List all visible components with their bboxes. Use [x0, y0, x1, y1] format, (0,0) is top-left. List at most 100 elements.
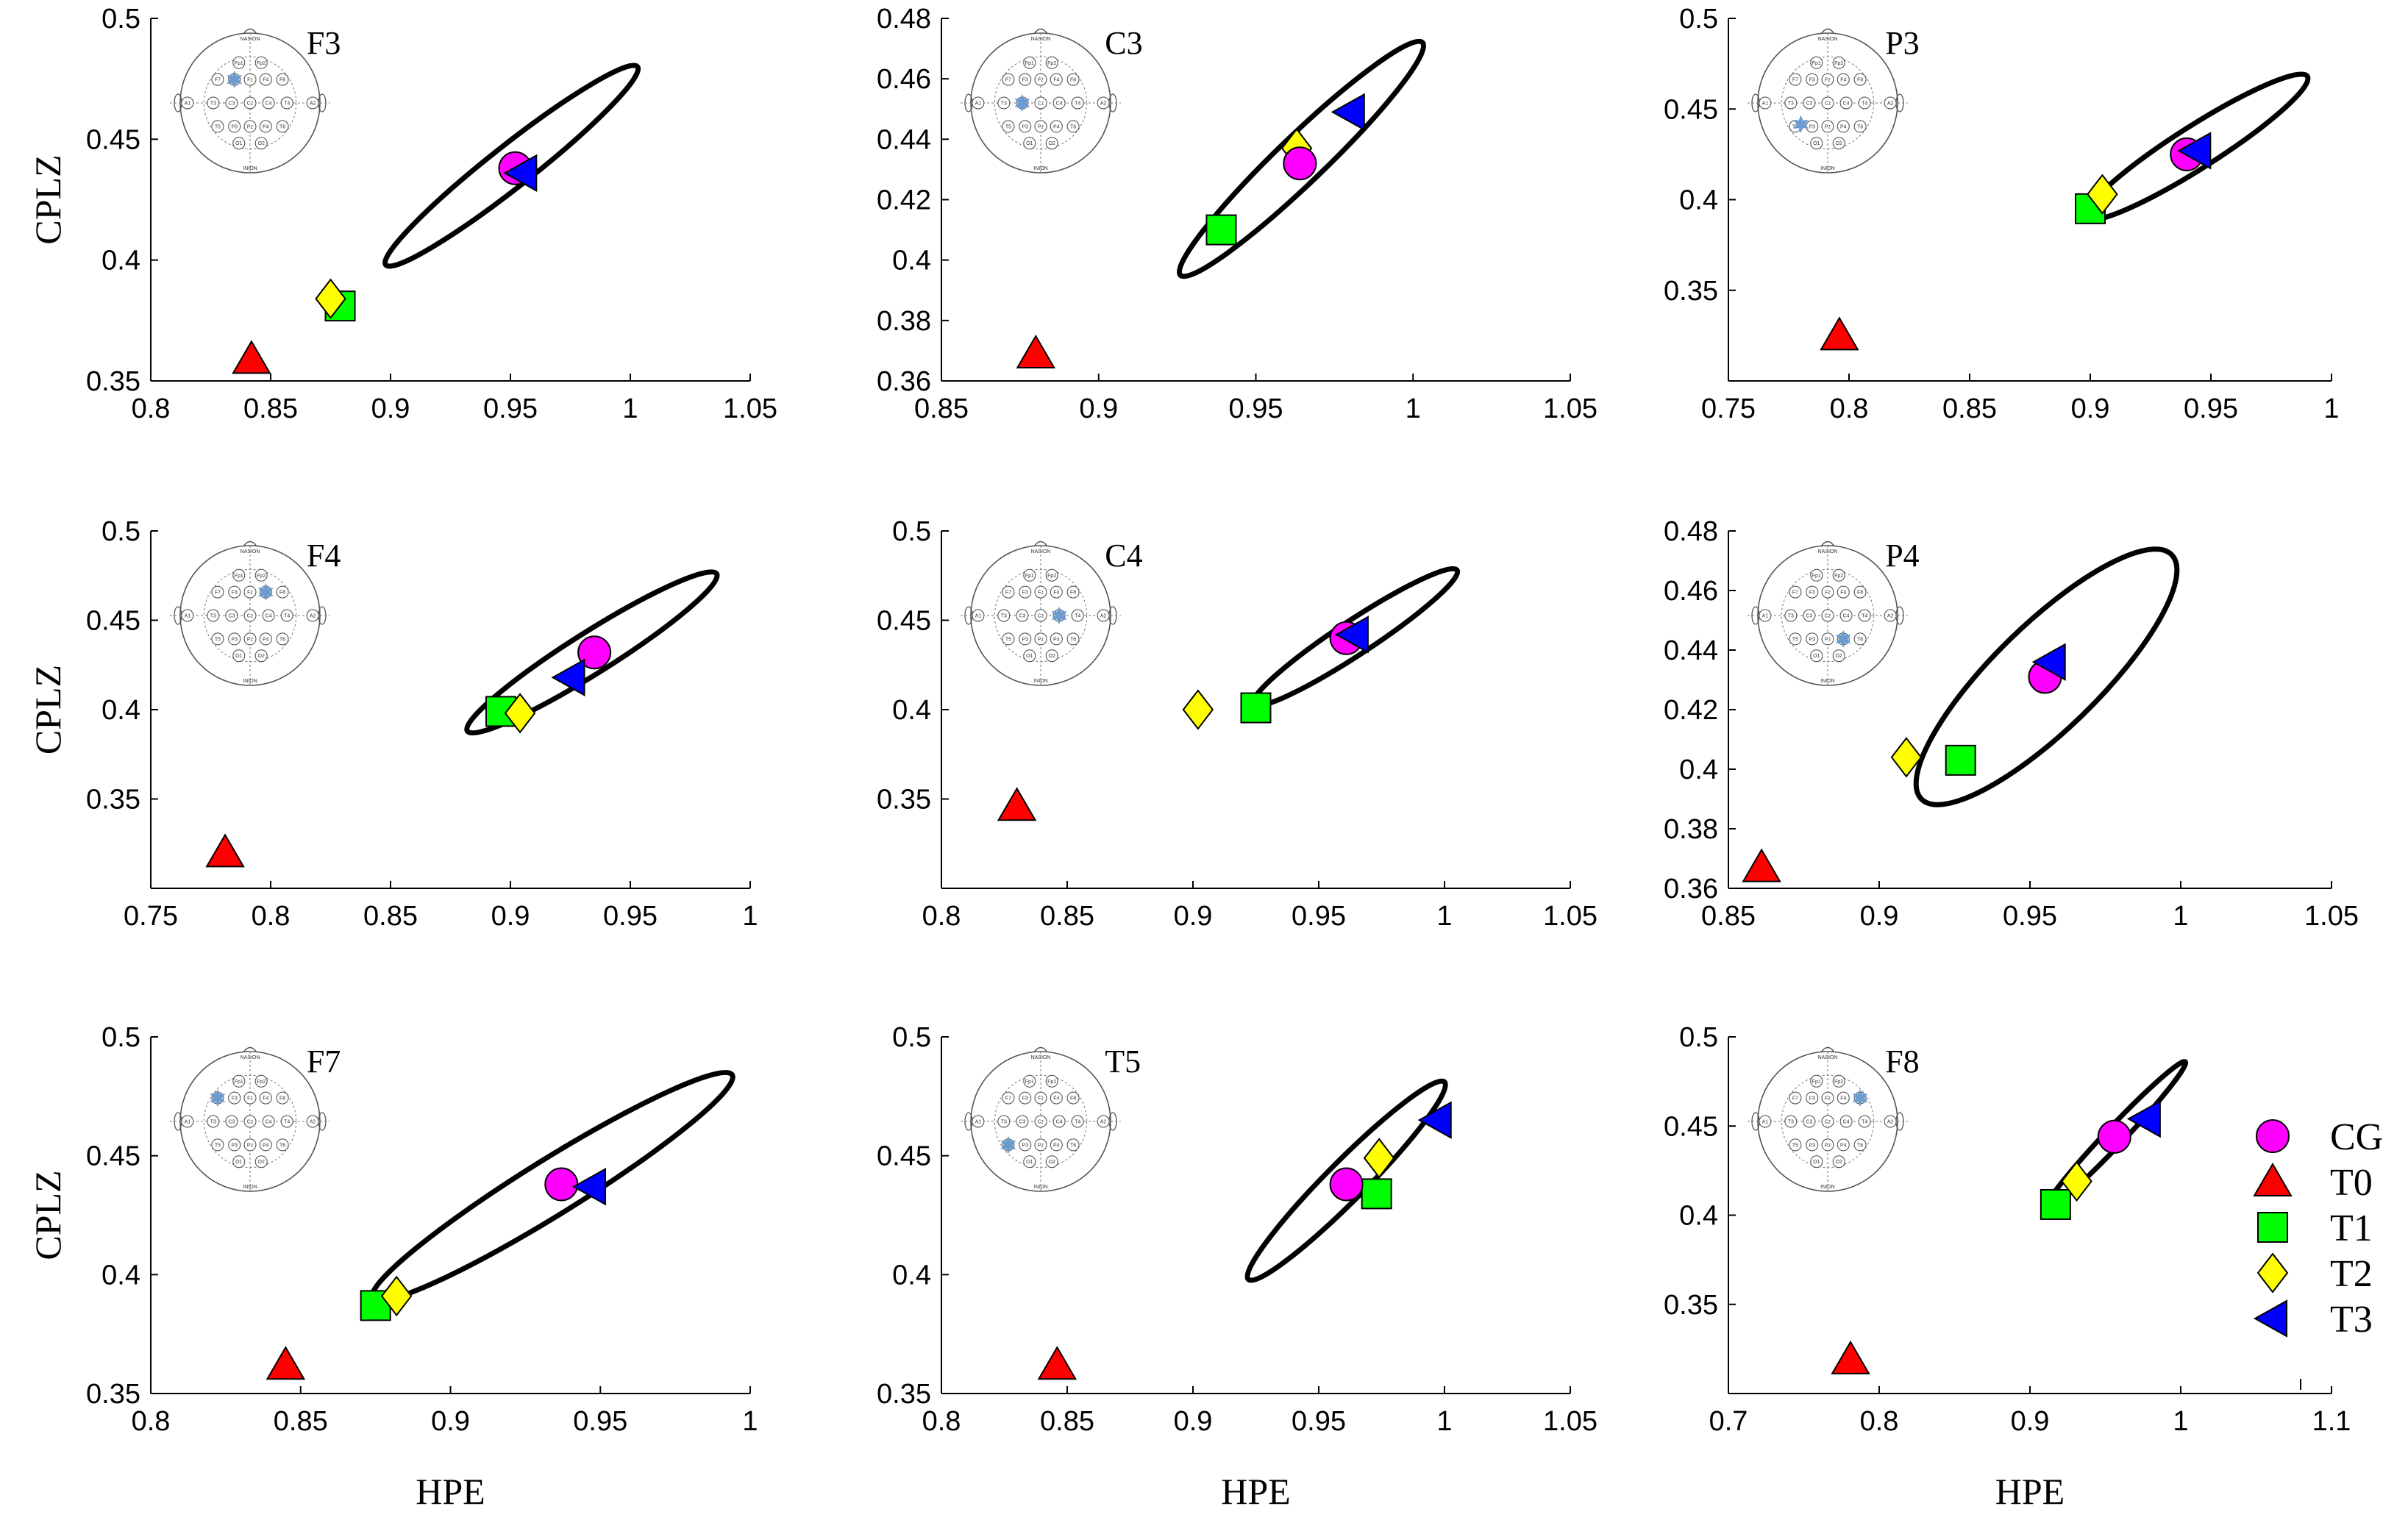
y-tick-label: 0.5: [892, 516, 931, 547]
x-tick-label: 0.85: [914, 393, 969, 424]
electrode-label: A1: [185, 101, 191, 107]
inion-label: INION: [1820, 1185, 1834, 1190]
electrode-label: T6: [1857, 637, 1863, 642]
electrode-fp2: [1045, 56, 1058, 69]
electrode-t4: [280, 609, 293, 622]
panel-c4: 0.8 0.85 0.9 0.95 1 1.05 0.35 0.4 0.45 0.5 C4: [877, 516, 1597, 932]
electrode-label: Fz: [247, 1096, 253, 1102]
electrode-a1: [181, 609, 194, 622]
electrode-label: C3: [1806, 1120, 1812, 1125]
point-t2: [504, 693, 536, 734]
electrode-cz: [243, 96, 257, 110]
electrode-t3: [997, 1115, 1011, 1128]
electrode-label: T4: [284, 614, 290, 619]
active-electrode-marker: [257, 583, 274, 602]
electrode-label: T6: [279, 637, 285, 642]
electrode-fz: [243, 585, 257, 599]
electrode-o1: [1810, 649, 1823, 663]
electrode-f8: [1066, 585, 1080, 599]
nose-outline: [243, 540, 257, 547]
legend-marker-t2: [2256, 1252, 2289, 1294]
x-tick-label: 0.8: [1830, 393, 1869, 424]
electrode-label: F7: [215, 590, 221, 596]
point-t0: [1742, 848, 1781, 882]
electrode-c4: [262, 609, 275, 622]
electrode-label: O2: [258, 141, 265, 146]
electrode-label: Cz: [247, 1120, 254, 1125]
electrode-label: P4: [1840, 124, 1847, 129]
electrode-p3: [1019, 120, 1032, 133]
y-tick-label: 0.4: [101, 695, 140, 726]
electrode-label: F8: [1857, 78, 1863, 83]
electrode-a2: [1097, 1115, 1110, 1128]
electrode-fp2: [1045, 568, 1058, 582]
electrode-label: C4: [1056, 1120, 1063, 1125]
x-tick-label: 1: [1436, 1406, 1452, 1437]
electrode-label: A1: [975, 614, 982, 619]
electrode-label: P4: [1053, 124, 1060, 129]
panel-title: P4: [1885, 538, 1919, 574]
electrode-f3: [1806, 73, 1819, 86]
electrode-label: P3: [1809, 1143, 1815, 1148]
nose-outline: [1033, 1046, 1048, 1053]
electrode-label: Pz: [247, 1143, 254, 1148]
electrode-f4: [1837, 1091, 1850, 1105]
electrode-label: F7: [1792, 1096, 1798, 1102]
electrode-label: Fz: [1038, 78, 1044, 83]
x-tick-label: 1: [742, 1406, 758, 1437]
electrode-a1: [1759, 96, 1772, 110]
x-tick-label: 1.05: [1543, 393, 1597, 424]
electrode-t6: [1066, 1138, 1080, 1152]
active-electrode-marker: [1000, 1135, 1016, 1154]
y-tick-label: 0.45: [1664, 94, 1718, 125]
electrode-label: C3: [1806, 614, 1812, 619]
electrode-label: Fz: [1825, 78, 1831, 83]
electrode-label: C4: [1056, 101, 1063, 107]
x-tick-label: 0.9: [2011, 1406, 2050, 1437]
x-tick-label: 0.9: [1079, 393, 1118, 424]
electrode-label: F4: [1053, 78, 1059, 83]
electrode-label: C4: [266, 101, 272, 107]
electrode-p3: [1019, 632, 1032, 646]
x-axis-title: HPE: [1221, 1471, 1290, 1512]
electrode-label: P3: [231, 124, 238, 129]
electrode-f4: [1050, 73, 1063, 86]
electrode-fp1: [1023, 568, 1036, 582]
electrode-label: P3: [1022, 1143, 1028, 1148]
electrode-pz: [1034, 632, 1047, 646]
electrode-label: P3: [1022, 124, 1028, 129]
electrode-f7: [1002, 585, 1015, 599]
y-axis-title: CPLZ: [27, 154, 68, 244]
electrode-pz: [1821, 120, 1834, 133]
electrode-label: P3: [1809, 637, 1815, 642]
point-t0: [1037, 1346, 1077, 1380]
electrode-label: Fp2: [257, 574, 266, 579]
scalp-map: Fp1Fp2F7F3FzF4F8A1T3C3CzC4T4A2T5P3PzP4T6…: [961, 28, 1121, 174]
point-t2: [315, 278, 346, 319]
x-tick-label: 1: [742, 901, 758, 932]
electrode-label: F8: [279, 78, 285, 83]
electrode-fp2: [1832, 1074, 1845, 1088]
panel-title: C4: [1105, 538, 1142, 574]
confidence-ellipse: [1176, 38, 1427, 279]
electrode-label: Pz: [1825, 1143, 1831, 1148]
electrode-label: A1: [975, 1120, 982, 1125]
electrode-label: A2: [1887, 614, 1894, 619]
y-tick-label: 0.48: [1664, 516, 1718, 547]
electrode-label: Cz: [1038, 101, 1044, 107]
electrode-cz: [1034, 96, 1047, 110]
y-tick-label: 0.38: [877, 306, 931, 337]
active-electrode-marker: [1014, 94, 1030, 112]
electrode-c3: [1803, 96, 1816, 110]
electrode-t4: [280, 1115, 293, 1128]
electrode-label: F7: [1792, 78, 1798, 83]
y-tick-label: 0.4: [1679, 754, 1718, 785]
electrode-label: C4: [1843, 614, 1850, 619]
y-tick-label: 0.5: [892, 1022, 931, 1053]
point-t2: [380, 1275, 413, 1317]
electrode-label: T6: [1857, 124, 1863, 129]
electrode-label: O1: [235, 141, 242, 146]
point-t2: [2061, 1160, 2092, 1202]
y-tick-label: 0.38: [1664, 814, 1718, 845]
